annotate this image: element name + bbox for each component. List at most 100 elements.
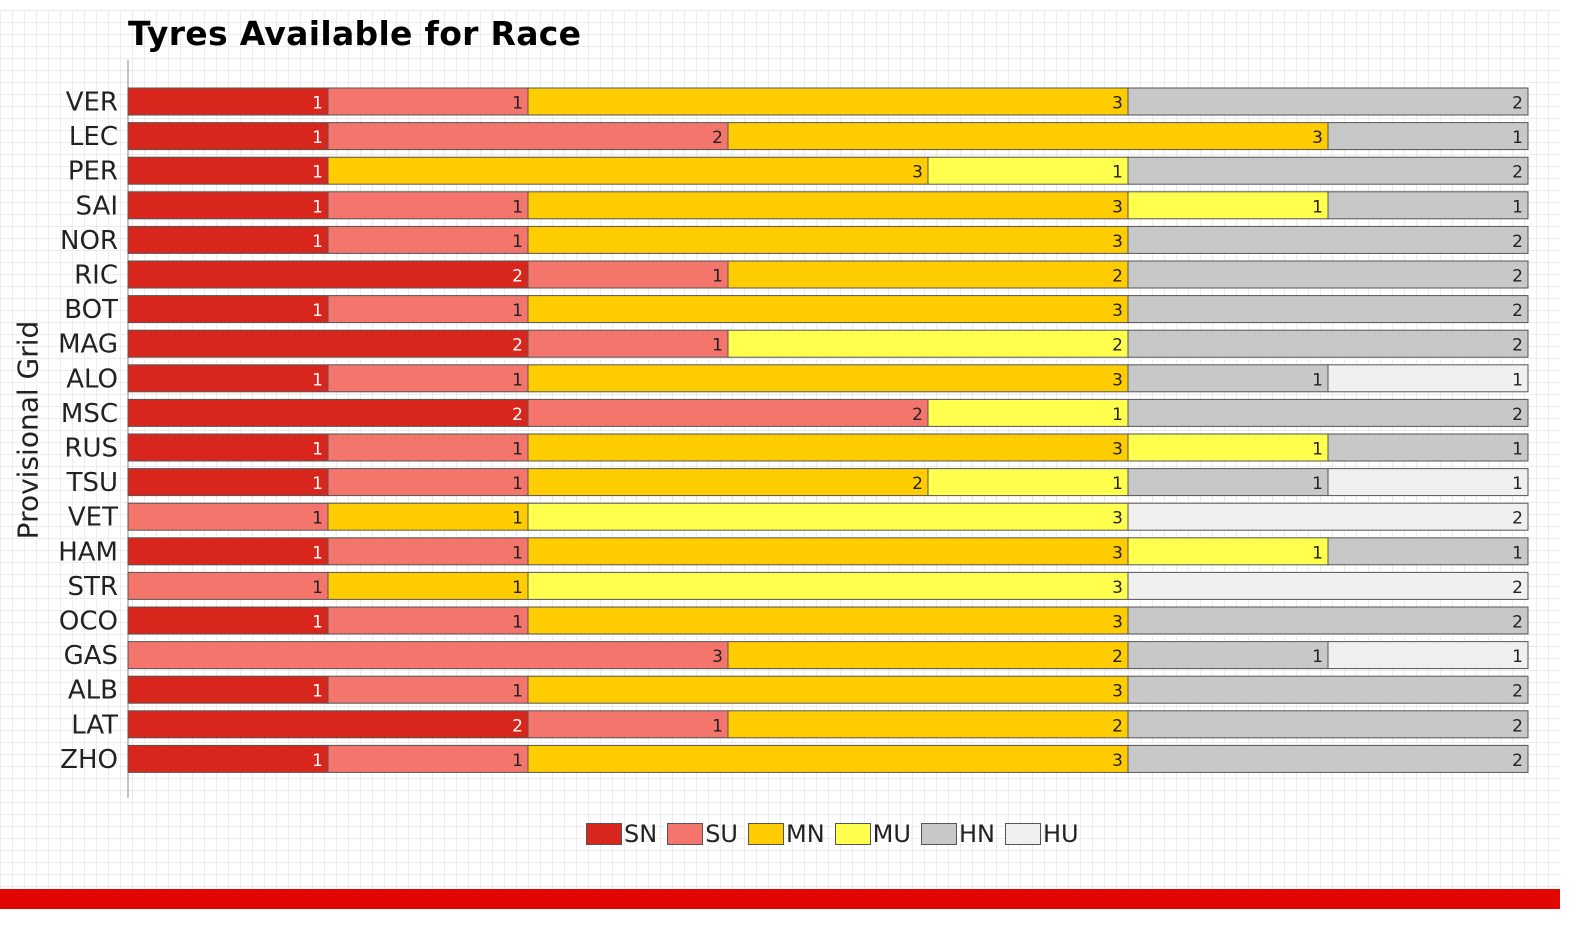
category-label: LAT — [71, 710, 118, 740]
data-label: 3 — [1112, 682, 1123, 702]
bar-segment-mu — [927, 156, 1129, 185]
bar-segment-hn — [1127, 156, 1529, 185]
bar-segment-hn — [1127, 87, 1529, 116]
category-label: MSC — [61, 399, 118, 429]
bar-segment-su — [527, 710, 729, 739]
bar-segment-hn — [1127, 744, 1529, 773]
data-label: 1 — [312, 613, 323, 633]
data-label: 3 — [1112, 94, 1123, 114]
bar-segment-hu — [1127, 571, 1529, 600]
category-label: VET — [68, 503, 118, 533]
bar-segment-hn — [1127, 675, 1529, 704]
category-label: PER — [68, 157, 118, 187]
bar-segment-sn — [127, 225, 329, 254]
legend-item-sn: SN — [586, 820, 657, 848]
data-label: 1 — [512, 682, 523, 702]
data-label: 1 — [312, 197, 323, 217]
category-label: ALO — [66, 364, 118, 394]
data-label: 1 — [512, 440, 523, 460]
data-label: 2 — [1512, 301, 1523, 321]
legend-item-su: SU — [667, 820, 738, 848]
bar-segment-mn — [527, 191, 1129, 220]
data-label: 2 — [1512, 682, 1523, 702]
bar-segment-hn — [1327, 122, 1529, 151]
legend-label: HU — [1042, 820, 1079, 848]
data-label: 1 — [312, 232, 323, 252]
bar-segment-sn — [127, 122, 329, 151]
category-label: SAI — [76, 191, 118, 221]
data-label: 1 — [312, 163, 323, 183]
data-label: 1 — [512, 578, 523, 598]
data-label: 1 — [1112, 474, 1123, 494]
bar-segment-mn — [727, 641, 1129, 670]
bar-segment-mn — [527, 744, 1129, 773]
bar-segment-su — [127, 571, 329, 600]
bar-segment-sn — [127, 606, 329, 635]
bar-segment-su — [127, 641, 729, 670]
bar-segment-sn — [127, 364, 329, 393]
data-label: 2 — [512, 716, 523, 736]
bar-segment-mu — [927, 398, 1129, 427]
bar-segment-sn — [127, 468, 329, 497]
bar-segment-hn — [1127, 329, 1529, 358]
bar-segment-mn — [727, 710, 1129, 739]
data-label: 1 — [512, 232, 523, 252]
data-label: 2 — [1512, 613, 1523, 633]
category-label: RIC — [74, 261, 118, 291]
bar-segment-hu — [1327, 641, 1529, 670]
bar-segment-su — [327, 295, 529, 324]
bar-segment-sn — [127, 191, 329, 220]
bar-segment-mn — [727, 260, 1129, 289]
legend-label: MU — [872, 820, 911, 848]
legend-item-hn: HN — [920, 820, 995, 848]
category-label: ZHO — [60, 745, 118, 775]
bar-segment-mn — [527, 295, 1129, 324]
bar-segment-su — [327, 606, 529, 635]
data-label: 1 — [1312, 543, 1323, 563]
data-label: 1 — [512, 197, 523, 217]
data-label: 1 — [1512, 197, 1523, 217]
bar-segment-su — [327, 433, 529, 462]
legend-swatch — [920, 823, 957, 845]
bar-segment-mn — [527, 675, 1129, 704]
legend-label: SN — [624, 820, 658, 848]
bar-segment-su — [327, 122, 729, 151]
data-label: 1 — [312, 751, 323, 771]
legend-item-mn: MN — [748, 820, 825, 848]
bar-segment-su — [327, 364, 529, 393]
data-label: 1 — [1312, 440, 1323, 460]
legend-label: SU — [705, 820, 738, 848]
data-label: 2 — [712, 128, 723, 148]
data-label: 2 — [912, 474, 923, 494]
data-label: 2 — [1512, 405, 1523, 425]
data-label: 3 — [1112, 578, 1123, 598]
data-label: 1 — [312, 474, 323, 494]
data-label: 1 — [312, 94, 323, 114]
bar-segment-mn — [527, 537, 1129, 566]
bar-segment-mu — [1127, 433, 1329, 462]
data-label: 2 — [512, 336, 523, 356]
legend-swatch — [748, 823, 784, 845]
bar-segment-mn — [527, 606, 1129, 635]
bar-segment-mu — [527, 571, 1129, 600]
category-label: HAM — [58, 537, 118, 567]
bar-segment-mu — [527, 502, 1129, 531]
legend-item-hu: HU — [1004, 820, 1079, 848]
data-label: 3 — [912, 163, 923, 183]
data-label: 1 — [512, 751, 523, 771]
bar-segment-mn — [527, 364, 1129, 393]
data-label: 2 — [1112, 267, 1123, 287]
data-label: 1 — [1512, 370, 1523, 390]
bar-segment-sn — [127, 537, 329, 566]
category-label: OCO — [59, 607, 118, 637]
data-label: 1 — [512, 301, 523, 321]
data-label: 3 — [1112, 197, 1123, 217]
legend-swatch — [586, 823, 622, 845]
bar-segment-mn — [527, 433, 1129, 462]
bar-segment-mn — [327, 156, 929, 185]
bar-segment-mu — [1127, 191, 1329, 220]
bar-segment-su — [527, 398, 929, 427]
data-label: 2 — [1112, 647, 1123, 667]
category-label: ALB — [68, 676, 118, 706]
data-label: 1 — [1312, 647, 1323, 667]
